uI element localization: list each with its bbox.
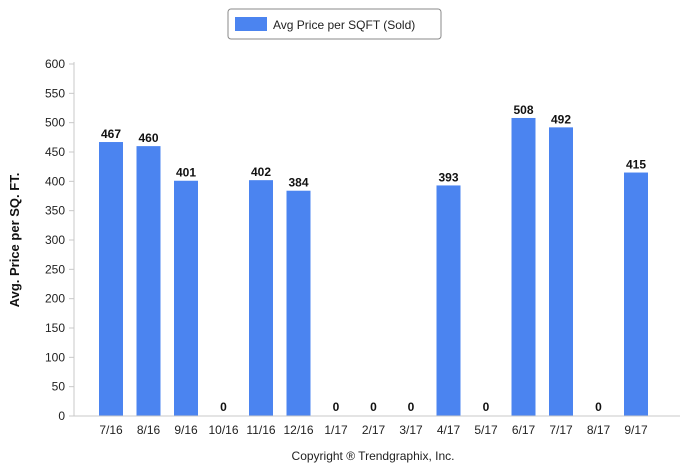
y-tick-label: 0 [58,409,65,423]
y-tick-label: 550 [45,86,65,100]
x-tick-label: 10/16 [208,423,238,437]
bar [286,190,311,416]
y-tick-label: 150 [45,321,65,335]
bar [174,180,198,416]
x-tick-label: 8/16 [137,423,161,437]
legend-frame [227,8,442,40]
bars [99,117,648,417]
y-axis: 0 50 100 150 200 250 300 350 400 450 500 550 600 [45,57,74,423]
bar-value-label: 0 [408,400,415,414]
x-tick-label: 8/17 [587,423,611,437]
x-tick-label: 12/16 [283,423,313,437]
x-tick-label: 11/16 [246,423,275,437]
bar-value-label: 508 [513,103,533,117]
bar [436,185,461,416]
x-tick-label: 7/16 [99,423,123,437]
bar [249,180,273,416]
data-labels: 467 460 401 0 402 384 0 0 0 393 0 508 492 0 415 [101,103,646,414]
bar [549,127,573,417]
x-axis: 7/16 8/16 9/16 10/16 11/16 12/16 1/17 2/17 3/17 4… [99,423,648,437]
bar-value-label: 0 [370,400,377,414]
bar-value-label: 0 [220,400,227,414]
x-tick-label: 9/16 [174,423,198,437]
bar-value-label: 0 [333,400,340,414]
bar-value-label: 467 [101,127,121,141]
bar-value-label: 401 [176,166,196,180]
x-tick-label: 6/17 [512,423,536,437]
x-tick-label: 4/17 [437,423,461,437]
y-tick-label: 100 [45,350,65,364]
y-tick-label: 200 [45,292,65,306]
bar-value-label: 0 [483,400,490,414]
bar-value-label: 460 [138,131,158,145]
bar [511,117,536,417]
y-axis-title: Avg. Price per SQ. FT. [7,173,22,308]
bar-value-label: 492 [551,112,571,126]
bar-value-label: 415 [626,158,646,172]
x-tick-label: 7/17 [549,423,573,437]
bar-value-label: 384 [288,176,308,190]
bar-value-label: 402 [251,165,271,179]
legend-swatch [235,17,267,31]
y-tick-label: 50 [52,380,66,394]
legend: Avg Price per SQFT (Sold) [227,8,442,40]
x-tick-label: 5/17 [474,423,498,437]
y-tick-label: 600 [45,57,65,71]
y-tick-label: 250 [45,262,65,276]
bar-value-label: 0 [595,400,602,414]
y-tick-label: 500 [45,116,65,130]
y-tick-label: 400 [45,174,65,188]
x-tick-label: 1/17 [324,423,348,437]
x-tick-label: 9/17 [624,423,648,437]
bar [99,142,123,416]
bar-value-label: 393 [438,170,458,184]
bar [136,146,161,416]
y-tick-label: 450 [45,145,65,159]
x-tick-label: 3/17 [399,423,423,437]
y-tick-label: 300 [45,233,65,247]
x-tick-label: 2/17 [362,423,386,437]
copyright-text: Copyright ® Trendgraphix, Inc. [292,449,455,463]
bar [624,172,648,416]
y-tick-label: 350 [45,204,65,218]
legend-label: Avg Price per SQFT (Sold) [273,18,415,32]
